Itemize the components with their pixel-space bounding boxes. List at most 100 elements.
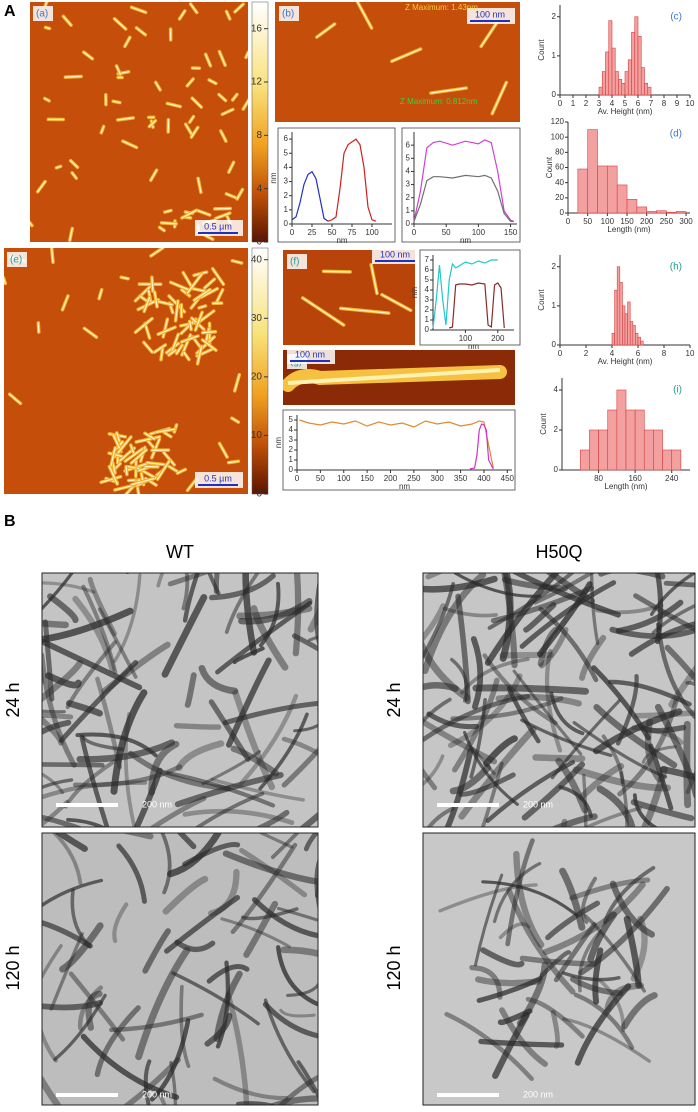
y-axis-label: Count: [537, 289, 546, 311]
y-tick-label: 2: [552, 12, 557, 21]
y-tick-label: 0: [560, 208, 565, 217]
bar: [602, 72, 605, 95]
x-tick-label: 10: [686, 99, 695, 108]
y-tick-label: 3: [289, 435, 294, 444]
bar: [625, 314, 628, 345]
scale-label: 100 nm: [295, 349, 325, 359]
fibril: [320, 709, 330, 783]
y-tick-label: 80: [555, 147, 564, 156]
bar: [672, 450, 681, 470]
x-tick-label: 100: [365, 228, 379, 237]
y-tick-label: 7: [425, 255, 430, 264]
y-tick-label: 5: [289, 415, 294, 424]
bar: [612, 333, 615, 345]
colorbar-label: 4: [256, 183, 262, 194]
annotation: Z Maximum: 0.812nm: [400, 97, 478, 106]
x-tick-label: 250: [660, 217, 674, 226]
chart-title: (h): [670, 262, 682, 273]
y-tick-label: 3: [406, 180, 411, 189]
x-tick-label: 75: [348, 228, 357, 237]
y-tick-label: 1: [425, 315, 430, 324]
bar: [626, 410, 635, 470]
bar: [598, 166, 608, 213]
bar: [644, 430, 653, 470]
x-tick-label: 0: [412, 228, 417, 237]
x-tick-label: 150: [360, 474, 374, 483]
y-tick-label: 0: [554, 465, 559, 474]
bar: [637, 207, 647, 213]
bar: [622, 83, 625, 95]
x-tick-label: 25: [308, 228, 317, 237]
bar: [648, 87, 651, 95]
y-tick-label: 40: [555, 178, 564, 187]
y-tick-label: 6: [284, 134, 289, 143]
bar: [619, 79, 622, 95]
x-tick-label: 50: [316, 474, 325, 483]
x-tick-label: 50: [583, 217, 592, 226]
bar: [617, 390, 626, 470]
y-tick-label: 5: [284, 148, 289, 157]
bar: [589, 430, 598, 470]
bar: [635, 17, 638, 95]
fibril: [176, 726, 218, 727]
y-tick-label: 20: [555, 193, 564, 202]
colorbar-label: 8: [256, 130, 262, 141]
y-tick-label: 3: [425, 295, 430, 304]
colorbar: [252, 2, 268, 242]
bar: [627, 199, 637, 213]
bar: [630, 322, 633, 345]
bar: [622, 306, 625, 345]
x-tick-label: 150: [504, 228, 518, 237]
x-tick-label: 200: [384, 474, 398, 483]
y-axis-label: nm: [269, 172, 278, 183]
bar: [666, 212, 676, 213]
y-tick-label: 6: [425, 265, 430, 274]
x-tick-label: 0: [558, 349, 563, 358]
bar: [628, 60, 631, 95]
y-tick-label: 5: [425, 275, 430, 284]
afm-image: [30, 2, 248, 242]
y-tick-label: 1: [406, 206, 411, 215]
part-label: A: [4, 3, 16, 20]
colorbar-label: 0: [256, 237, 262, 248]
bar: [635, 333, 638, 345]
x-tick-label: 0: [558, 99, 563, 108]
y-tick-label: 0: [289, 465, 294, 474]
scale-label: 200 nm: [523, 1089, 553, 1099]
chart-frame: [402, 128, 520, 242]
fibril: [687, 724, 688, 804]
y-tick-label: 4: [425, 285, 430, 294]
y-tick-label: 1: [289, 455, 294, 464]
y-tick-label: 2: [284, 191, 289, 200]
fibril: [644, 728, 684, 731]
chart-title: (d): [670, 129, 682, 140]
row-label: 120 h: [3, 945, 23, 990]
bar: [633, 325, 636, 345]
y-tick-label: 4: [554, 385, 559, 394]
bar: [641, 68, 644, 95]
y-tick-label: 0: [552, 340, 557, 349]
bar: [676, 211, 686, 213]
y-tick-label: 1: [284, 205, 289, 214]
y-tick-label: 1: [552, 51, 557, 60]
chart-frame: [420, 250, 520, 345]
fibril: [324, 271, 351, 272]
fibril: [64, 558, 128, 571]
x-axis-label: Av. Height (nm): [598, 107, 653, 116]
colorbar-label: 16: [251, 23, 263, 34]
bar: [657, 211, 667, 213]
y-axis-label: nm: [410, 287, 419, 298]
x-axis-label: Length (nm): [607, 225, 650, 234]
panel-label: (b): [282, 9, 294, 20]
x-axis-label: nm: [460, 236, 471, 245]
chart-frame: [278, 128, 395, 242]
scale-label: 100 nm: [475, 9, 505, 19]
y-tick-label: 0: [284, 219, 289, 228]
x-tick-label: 1: [571, 99, 576, 108]
scale-label: 100 nm: [380, 249, 410, 259]
column-label: H50Q: [535, 542, 582, 562]
bar: [647, 211, 657, 213]
y-tick-label: 3: [284, 177, 289, 186]
bar: [580, 450, 589, 470]
y-axis-label: Count: [539, 413, 548, 435]
